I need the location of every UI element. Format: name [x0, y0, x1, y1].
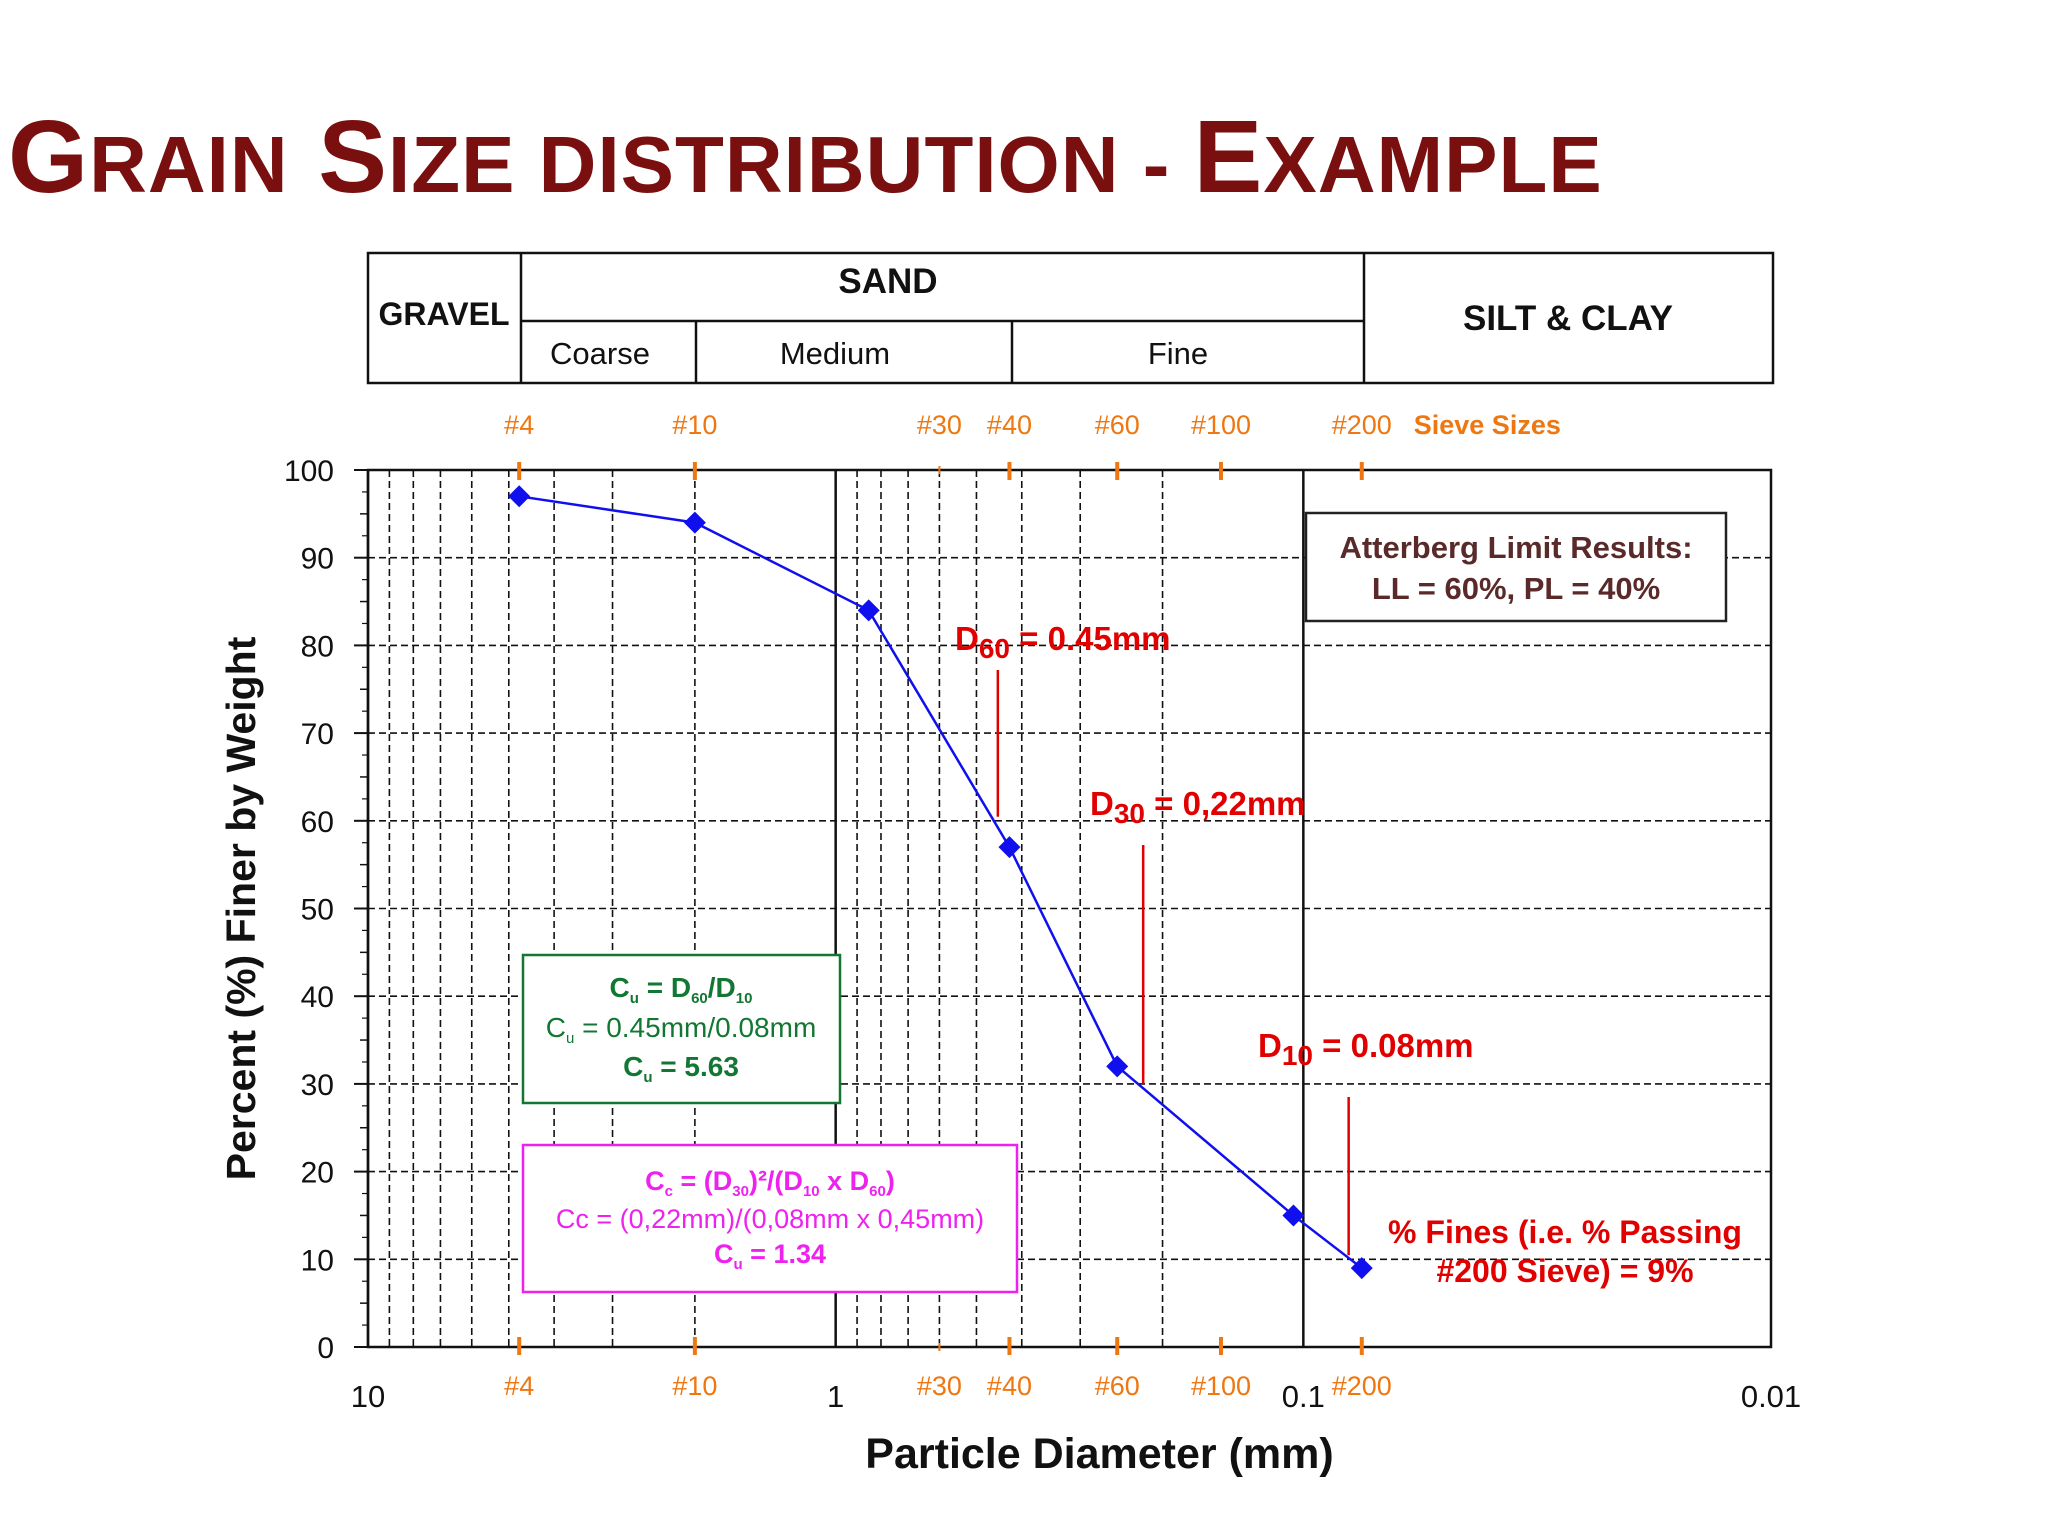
cu-formula: Cu = D60/D10 — [610, 972, 753, 1007]
sieve-sizes-header: Sieve Sizes — [1414, 410, 1561, 440]
sieve-markers: #4 #4 #10 #10 #30 #30 #40 #40 #60 #60 #100 #100 #200… — [504, 410, 1561, 1401]
cc-box — [521, 1143, 1019, 1294]
sieve-label-top: #200 — [1332, 410, 1392, 440]
sieve-label-bottom: #200 — [1332, 1371, 1392, 1401]
data-point — [683, 511, 706, 534]
coarse-sand-label: Coarse — [550, 336, 650, 371]
y-tick-label: 90 — [301, 543, 334, 576]
x-tick-label: 0.01 — [1741, 1379, 1801, 1414]
gravel-label: GRAVEL — [379, 296, 510, 332]
atterberg-line-2: LL = 60%, PL = 40% — [1372, 571, 1660, 606]
data-point — [857, 599, 880, 622]
cu-box — [521, 953, 842, 1105]
data-point — [1350, 1257, 1373, 1280]
sieve-label-top: #40 — [987, 410, 1032, 440]
sand-label: SAND — [838, 262, 937, 301]
y-axis-title: Percent (%) Finer by Weight — [218, 636, 264, 1180]
y-tick-label: 100 — [284, 455, 334, 488]
x-axis-title: Particle Diameter (mm) — [865, 1430, 1333, 1478]
data-point — [1282, 1204, 1305, 1227]
x-tick-label: 1 — [827, 1379, 844, 1414]
sieve-label-bottom: #100 — [1191, 1371, 1251, 1401]
sieve-label-top: #4 — [504, 410, 534, 440]
cc-formula: Cc = (D30)²/(D10 x D60) — [645, 1166, 895, 1200]
sieve-label-bottom: #40 — [987, 1371, 1032, 1401]
silt-clay-label: SILT & CLAY — [1463, 299, 1673, 338]
data-point — [998, 836, 1021, 859]
soil-classification-table — [366, 251, 1775, 385]
y-tick-label: 80 — [301, 630, 334, 663]
atterberg-box — [1304, 511, 1728, 623]
data-point — [508, 485, 531, 508]
medium-sand-label: Medium — [780, 336, 890, 371]
x-tick-label: 10 — [351, 1379, 385, 1414]
y-tick-label: 40 — [301, 981, 334, 1014]
sieve-label-bottom: #10 — [672, 1371, 717, 1401]
d10-label: D10 = 0.08mm — [1258, 1027, 1474, 1071]
sieve-label-top: #100 — [1191, 410, 1251, 440]
fines-line-2: #200 Sieve) = 9% — [1436, 1253, 1693, 1289]
sieve-label-bottom: #30 — [917, 1371, 962, 1401]
sieve-label-top: #30 — [917, 410, 962, 440]
sieve-label-top: #60 — [1095, 410, 1140, 440]
cu-calculation: Cu = 0.45mm/0.08mm — [546, 1012, 817, 1047]
cu-result: Cu = 5.63 — [623, 1051, 739, 1086]
atterberg-line-1: Atterberg Limit Results: — [1339, 530, 1692, 565]
cc-result: Cu = 1.34 — [714, 1239, 826, 1273]
y-tick-label: 70 — [301, 718, 334, 751]
chart-annotations: D60 = 0.45mm D30 = 0,22mm D10 = 0.08mm Atte… — [521, 511, 1742, 1294]
d60-label: D60 = 0.45mm — [955, 620, 1171, 664]
x-tick-label: 0.1 — [1282, 1379, 1325, 1414]
sieve-label-bottom: #60 — [1095, 1371, 1140, 1401]
page-title: GRAIN SIZE DISTRIBUTION - EXAMPLE — [8, 99, 1603, 214]
y-tick-label: 60 — [301, 806, 334, 839]
data-point — [1106, 1055, 1129, 1078]
chart-axes: 0 10 20 30 40 50 60 70 80 90 100 10 1 0.1 0.01 Particle… — [218, 455, 1801, 1478]
sieve-label-bottom: #4 — [504, 1371, 534, 1401]
y-tick-label: 10 — [301, 1244, 334, 1277]
y-tick-label: 50 — [301, 894, 334, 927]
y-tick-label: 30 — [301, 1069, 334, 1102]
y-tick-label: 0 — [317, 1332, 334, 1365]
gradation-series — [508, 485, 1373, 1280]
sieve-label-top: #10 — [672, 410, 717, 440]
fine-sand-label: Fine — [1148, 336, 1208, 371]
y-tick-label: 20 — [301, 1157, 334, 1190]
d30-label: D30 = 0,22mm — [1090, 785, 1306, 829]
cc-calculation: Cc = (0,22mm)/(0,08mm x 0,45mm) — [556, 1204, 984, 1234]
fines-line-1: % Fines (i.e. % Passing — [1388, 1214, 1742, 1250]
